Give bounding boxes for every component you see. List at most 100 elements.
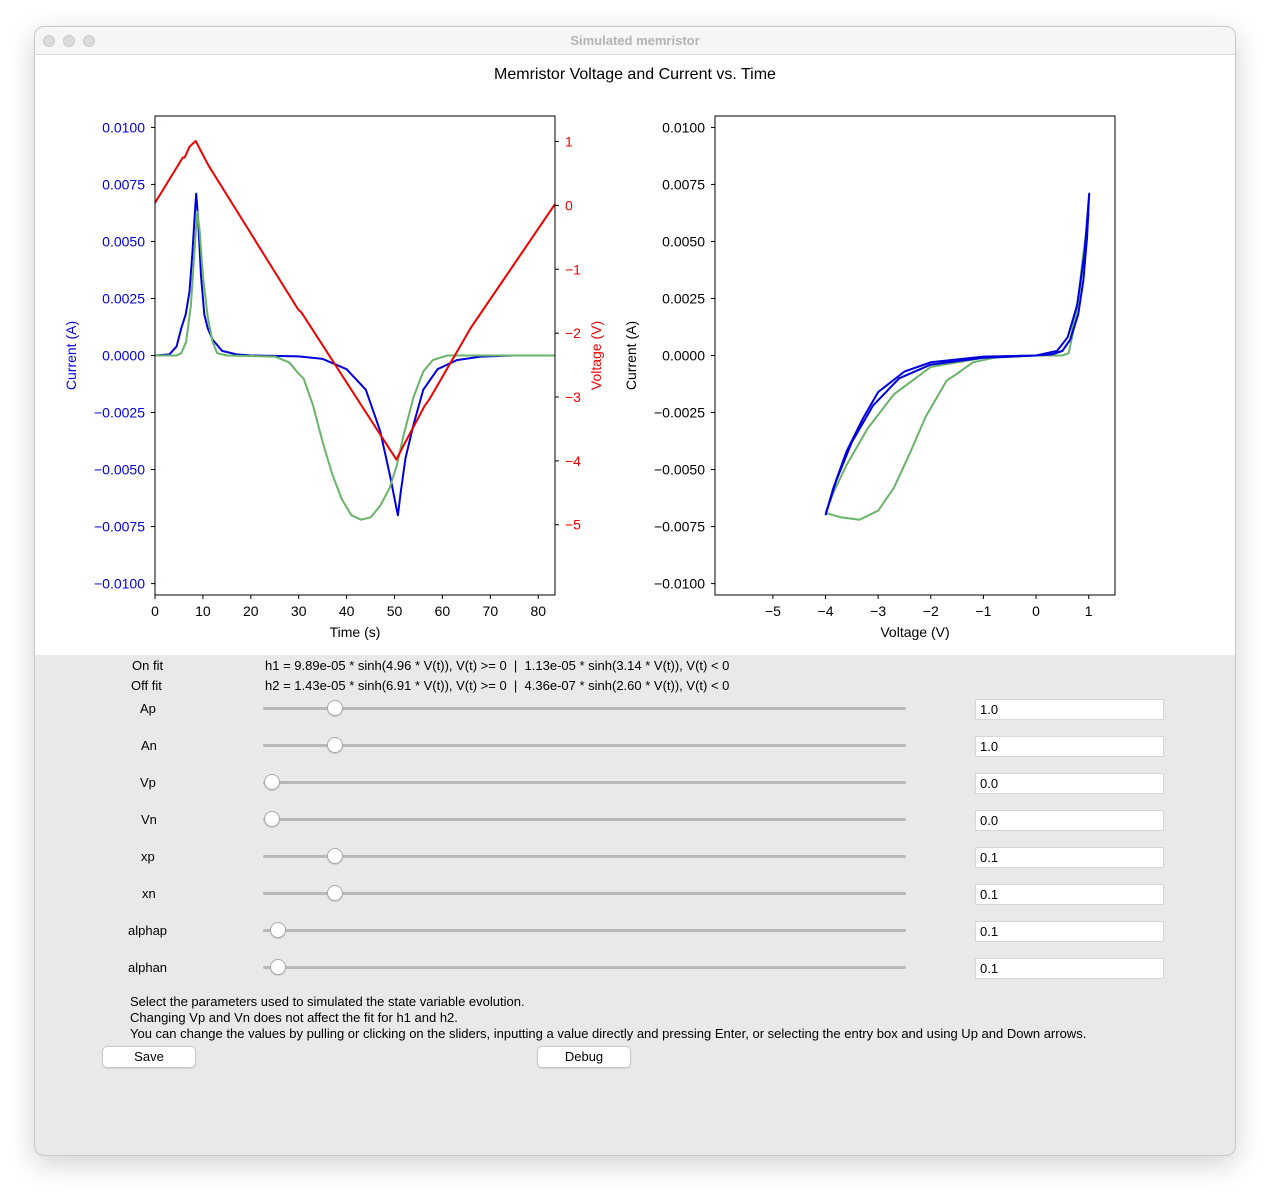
chart1-series-1 (155, 210, 555, 521)
chart1-y2tick-label-2: −1 (565, 261, 581, 277)
chart1-ytick-label-7: −0.0075 (94, 519, 145, 535)
slider-track-vn[interactable] (263, 818, 906, 821)
entry-alphap[interactable] (975, 921, 1164, 942)
chart1-xtick-label-6: 60 (435, 603, 451, 619)
chart2-xtick-label-2: −3 (870, 603, 886, 619)
slider-alphan[interactable] (263, 956, 906, 980)
title-bar: Simulated memristor (35, 27, 1235, 55)
slider-handle-ap[interactable] (327, 700, 344, 716)
chart1-y2tick-label-6: −5 (565, 517, 581, 533)
chart2-ytick-label-1: 0.0075 (662, 176, 705, 192)
chart1-ytick-label-0: 0.0100 (102, 119, 145, 135)
chart2-ytick-label-8: −0.0100 (654, 576, 705, 592)
slider-track-alphap[interactable] (263, 929, 906, 932)
chart1-ytick-label-2: 0.0050 (102, 233, 145, 249)
slider-vn[interactable] (263, 808, 906, 832)
controls-panel: On fit h1 = 9.89e-05 * sinh(4.96 * V(t))… (35, 655, 1235, 1155)
chart2-ytick-label-0: 0.0100 (662, 119, 705, 135)
slider-xn[interactable] (263, 882, 906, 906)
chart1-ytick-label-3: 0.0025 (102, 290, 145, 306)
chart1-series-2 (155, 139, 555, 461)
chart1-xtick-label-5: 50 (387, 603, 403, 619)
slider-handle-an[interactable] (327, 737, 344, 753)
on-fit-label: On fit (132, 658, 164, 673)
chart2-xtick-label-6: 1 (1085, 603, 1093, 619)
slider-ap[interactable] (263, 697, 906, 721)
chart1-xtick-label-3: 30 (291, 603, 307, 619)
slider-handle-xn[interactable] (327, 885, 344, 901)
entry-vn[interactable] (975, 810, 1164, 831)
slider-handle-alphan[interactable] (270, 959, 287, 975)
chart1-ylabel: Current (A) (63, 321, 79, 390)
entry-xn[interactable] (975, 884, 1164, 905)
debug-button[interactable]: Debug (537, 1046, 631, 1068)
param-label-xp: xp (141, 849, 155, 864)
chart1-xtick-label-1: 10 (195, 603, 211, 619)
slider-track-vp[interactable] (263, 781, 906, 784)
chart2-ytick-label-6: −0.0050 (654, 462, 705, 478)
slider-track-xp[interactable] (263, 855, 906, 858)
chart2-series-0 (824, 213, 1090, 521)
off-fit-label: Off fit (131, 678, 162, 693)
chart1-xtick-label-2: 20 (243, 603, 259, 619)
slider-handle-alphap[interactable] (270, 922, 287, 938)
chart1-xtick-label-7: 70 (483, 603, 499, 619)
param-label-vp: Vp (140, 775, 156, 790)
chart1-ylabel-right: Voltage (V) (588, 321, 604, 390)
chart1-xtick-label-0: 0 (151, 603, 159, 619)
slider-handle-vn[interactable] (264, 811, 280, 827)
minimize-window-button[interactable] (63, 35, 75, 47)
chart2-xtick-label-1: −4 (818, 603, 834, 619)
chart2-xtick-label-4: −1 (975, 603, 991, 619)
chart2-xtick-label-0: −5 (765, 603, 781, 619)
chart2-ylabel: Current (A) (623, 321, 639, 390)
chart1-xtick-label-4: 40 (339, 603, 355, 619)
save-button[interactable]: Save (102, 1046, 196, 1068)
slider-an[interactable] (263, 734, 906, 758)
chart1-y2tick-label-3: −2 (565, 325, 581, 341)
param-label-ap: Ap (140, 701, 156, 716)
slider-track-ap[interactable] (263, 707, 906, 710)
figure-title: Memristor Voltage and Current vs. Time (494, 66, 776, 83)
param-label-alphap: alphap (128, 923, 168, 938)
window-title: Simulated memristor (570, 33, 700, 48)
slider-track-xn[interactable] (263, 892, 906, 895)
slider-handle-xp[interactable] (327, 848, 344, 864)
chart2-ytick-label-2: 0.0050 (662, 233, 705, 249)
chart1-xtick-label-8: 80 (530, 603, 546, 619)
entry-an[interactable] (975, 736, 1164, 757)
entry-xp[interactable] (975, 847, 1164, 868)
entry-alphan[interactable] (975, 958, 1164, 979)
slider-track-alphan[interactable] (263, 966, 906, 969)
chart1-ytick-label-4: 0.0000 (102, 348, 145, 364)
slider-handle-vp[interactable] (264, 774, 280, 790)
param-label-an: An (141, 738, 157, 753)
chart2-ytick-label-7: −0.0075 (654, 519, 705, 535)
slider-xp[interactable] (263, 845, 906, 869)
param-label-xn: xn (142, 886, 156, 901)
chart2-xlabel: Voltage (V) (880, 624, 949, 640)
chart1-y2tick-label-0: 1 (565, 134, 573, 150)
chart2-ytick-label-5: −0.0025 (654, 405, 705, 421)
off-fit-text: h2 = 1.43e-05 * sinh(6.91 * V(t)), V(t) … (265, 678, 730, 693)
instruction-line-2: Changing Vp and Vn does not affect the f… (130, 1010, 458, 1025)
slider-alphap[interactable] (263, 919, 906, 943)
entry-ap[interactable] (975, 699, 1164, 720)
instruction-line-3: You can change the values by pulling or … (130, 1026, 1087, 1041)
chart1-ytick-label-5: −0.0025 (94, 405, 145, 421)
chart1-y2tick-label-5: −4 (565, 453, 581, 469)
instruction-line-1: Select the parameters used to simulated … (130, 994, 525, 1009)
time-chart: 0 10 20 30 40 50 60 70 800.01000.00750.00500.002… (63, 115, 604, 640)
chart2-series-1 (824, 192, 1091, 516)
chart1-ytick-label-6: −0.0050 (94, 462, 145, 478)
iv-chart: −5 −4 −3 −2 −1 0 1 0.0100 0.0075 0.0050 0.0025 0.00… (623, 115, 1116, 640)
zoom-window-button[interactable] (83, 35, 95, 47)
close-window-button[interactable] (43, 35, 55, 47)
on-fit-text: h1 = 9.89e-05 * sinh(4.96 * V(t)), V(t) … (265, 658, 730, 673)
entry-vp[interactable] (975, 773, 1164, 794)
chart1-ytick-label-8: −0.0100 (94, 576, 145, 592)
slider-vp[interactable] (263, 771, 906, 795)
chart1-xlabel: Time (s) (330, 624, 381, 640)
chart2-ytick-label-4: 0.0000 (662, 348, 705, 364)
slider-track-an[interactable] (263, 744, 906, 747)
